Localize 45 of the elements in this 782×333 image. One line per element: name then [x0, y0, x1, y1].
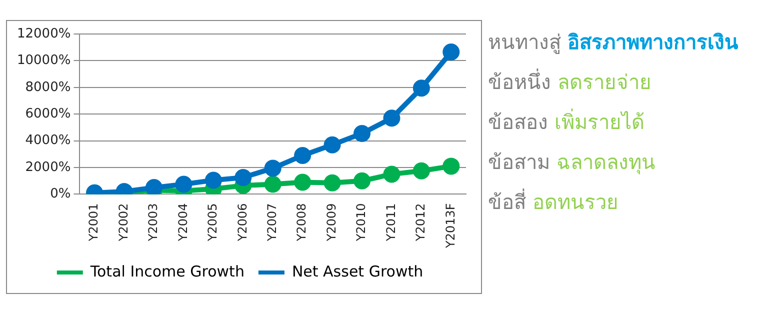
legend-label: Total Income Growth	[89, 262, 244, 280]
y-tick-label: 0%	[50, 186, 71, 202]
y-tick-label: 2000%	[25, 160, 71, 175]
y-tick-label: 8000%	[25, 80, 71, 95]
y-tick-label: 4000%	[25, 133, 71, 148]
point	[175, 176, 192, 193]
x-tick-label: Y2013F	[443, 203, 458, 250]
point	[294, 147, 312, 164]
legend-label: Net Asset Growth	[292, 262, 424, 280]
x-tick-label: Y2011	[384, 203, 398, 242]
x-tick-label: Y2003	[146, 203, 160, 242]
point	[412, 162, 430, 180]
point	[264, 160, 282, 177]
text: ข้อสอง เพิ่มรายได้	[488, 110, 644, 134]
x-tick-label: Y2009	[324, 203, 338, 242]
y-tick-label: 6000%	[25, 106, 71, 122]
point	[324, 174, 341, 192]
y-tick-label: 12000%	[16, 26, 71, 42]
y-tick-label: 10000%	[16, 53, 71, 68]
point	[204, 172, 222, 189]
point	[442, 44, 460, 61]
x-tick-label: Y2010	[354, 203, 368, 242]
x-tick-label: Y2002	[116, 203, 130, 242]
point	[264, 176, 282, 193]
point	[354, 124, 370, 142]
x-tick-label: Y2001	[86, 203, 101, 242]
point	[442, 158, 460, 175]
x-tick-label: Y2006	[235, 203, 250, 242]
x-tick-label: Y2005	[206, 203, 220, 242]
point	[354, 172, 370, 190]
point	[324, 136, 341, 154]
x-tick-label: Y2012	[414, 203, 428, 242]
x-tick-label: Y2007	[264, 203, 279, 242]
text: หนทางสู่ อิสรภาพทางการเงิน	[488, 30, 738, 54]
x-tick-label: Y2004	[176, 203, 190, 242]
x-tick-label: Y2008	[294, 203, 309, 242]
point	[383, 110, 400, 127]
point	[234, 169, 252, 186]
point	[383, 166, 400, 183]
point	[412, 80, 430, 97]
text: ข้อหนึ่ง ลดรายจ่าย	[488, 70, 652, 94]
point	[294, 174, 312, 191]
text: ข้อสี่ อดทนรวย	[488, 190, 618, 214]
text: ข้อสาม ฉลาดลงทุน	[488, 150, 656, 174]
point	[145, 179, 162, 194]
